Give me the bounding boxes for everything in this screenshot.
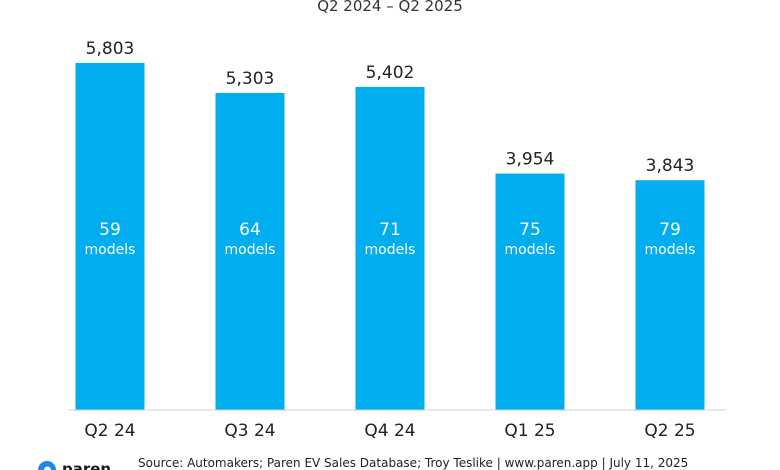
bar <box>75 63 145 410</box>
model-count-label: 75 <box>519 220 541 240</box>
x-tick-label: Q3 24 <box>224 421 275 441</box>
model-unit-label: models <box>85 242 136 258</box>
footer: paren Source: Automakers; Paren EV Sales… <box>38 456 688 470</box>
model-count-label: 59 <box>99 220 121 240</box>
bar <box>355 86 425 411</box>
chart-subtitle: Q2 2024 – Q2 2025 <box>317 0 463 15</box>
bar-group: 5,303 64 models <box>215 69 285 411</box>
x-tick-label: Q1 25 <box>504 421 555 441</box>
model-unit-label: models <box>505 242 556 258</box>
x-tick-label: Q4 24 <box>364 421 415 441</box>
model-count-label: 79 <box>659 220 681 240</box>
x-tick-label: Q2 25 <box>644 421 695 441</box>
model-unit-label: models <box>645 242 696 258</box>
bar-group: 3,843 79 models <box>635 156 705 410</box>
model-count-label: 71 <box>379 220 401 240</box>
model-unit-label: models <box>225 242 276 258</box>
x-axis-ticks: Q2 24 Q3 24 Q4 24 Q1 25 Q2 25 <box>84 421 695 441</box>
bar-group: 5,803 59 models <box>75 39 145 410</box>
paren-logo-icon <box>38 461 56 470</box>
bar-group: 5,402 71 models <box>355 63 425 411</box>
data-label: 3,843 <box>646 156 695 176</box>
data-label: 5,303 <box>226 69 275 89</box>
x-tick-label: Q2 24 <box>84 421 135 441</box>
bar <box>215 92 285 411</box>
data-label: 5,803 <box>86 39 135 59</box>
bar-group: 3,954 75 models <box>495 150 565 410</box>
model-unit-label: models <box>365 242 416 258</box>
bars-layer: 5,80359models5,30364models5,40271models3… <box>75 39 705 411</box>
bar <box>635 180 705 410</box>
data-label: 3,954 <box>506 150 555 170</box>
brand-name: paren <box>62 460 111 470</box>
bar <box>495 173 565 410</box>
data-label: 5,402 <box>366 63 415 83</box>
model-count-label: 64 <box>239 220 261 240</box>
source-note: Source: Automakers; Paren EV Sales Datab… <box>138 456 688 470</box>
